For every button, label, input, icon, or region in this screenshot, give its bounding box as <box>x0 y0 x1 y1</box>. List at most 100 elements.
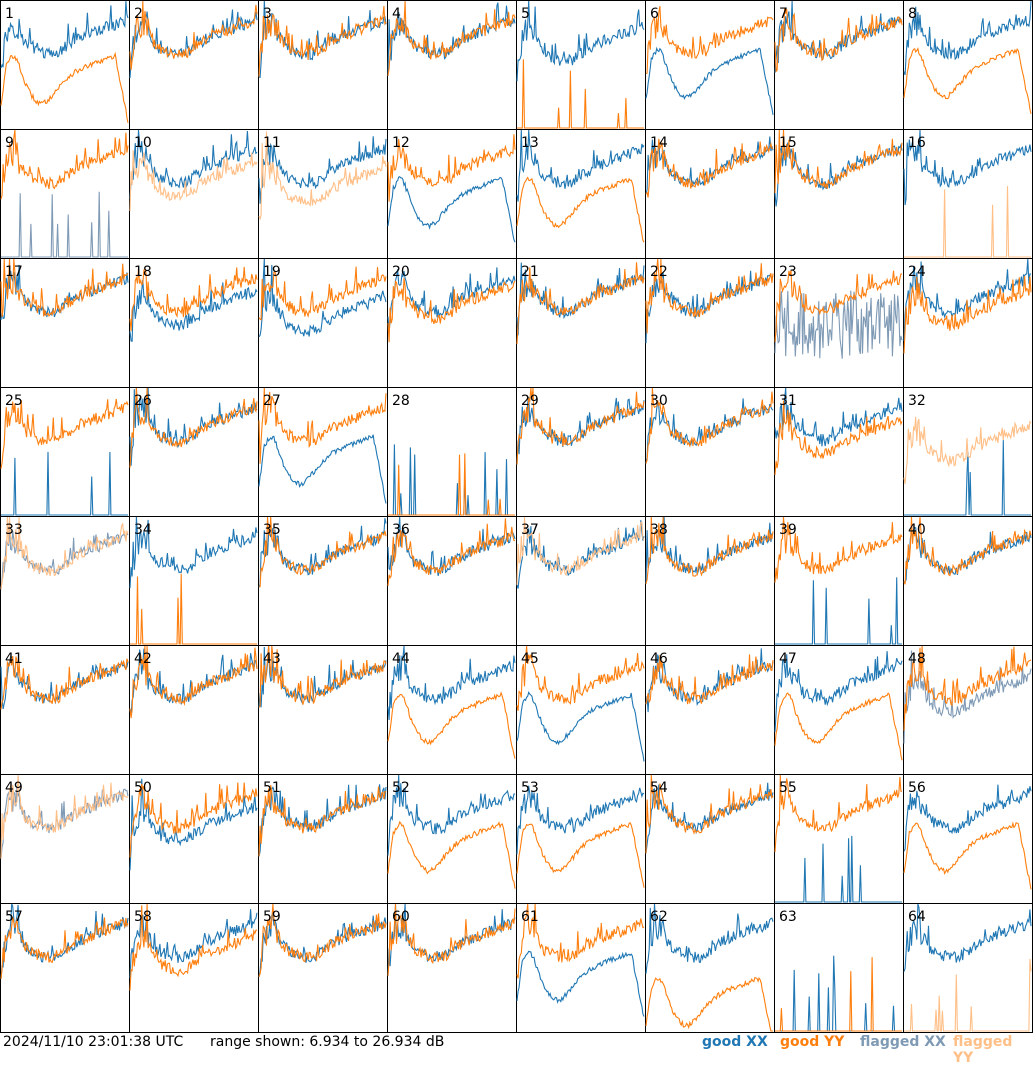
panel-48: 48 <box>903 645 1033 775</box>
panel-56: 56 <box>903 774 1033 904</box>
series-yy-30 <box>645 387 774 464</box>
panel-20: 20 <box>387 258 517 388</box>
series-yy-9 <box>0 129 129 200</box>
panel-61: 61 <box>516 903 646 1033</box>
panel-44: 44 <box>387 645 517 775</box>
series-yy-18 <box>129 266 258 332</box>
series-yy-56 <box>903 821 1032 890</box>
series-yy-28 <box>388 453 515 516</box>
panel-label: 10 <box>134 135 152 151</box>
panel-41: 41 <box>0 645 130 775</box>
series-yy-31 <box>774 400 903 476</box>
series-yy-11 <box>258 131 387 221</box>
panel-26: 26 <box>129 387 259 517</box>
series-xx-20 <box>387 267 516 334</box>
panel-label: 49 <box>5 780 23 796</box>
panel-label: 52 <box>392 780 410 796</box>
panel-label: 6 <box>650 6 659 22</box>
series-xx-61 <box>516 950 645 1017</box>
panel-54: 54 <box>645 774 775 904</box>
panel-63: 63 <box>774 903 904 1033</box>
series-xx-9 <box>1 191 128 258</box>
series-yy-19 <box>258 266 387 321</box>
panel-38: 38 <box>645 516 775 646</box>
series-xx-58 <box>129 909 258 979</box>
panel-label: 31 <box>779 393 797 409</box>
panel-label: 18 <box>134 264 152 280</box>
series-yy-13 <box>516 176 645 243</box>
panel-label: 23 <box>779 264 797 280</box>
series-yy-7 <box>774 8 903 73</box>
panel-14: 14 <box>645 129 775 259</box>
series-xx-34 <box>129 516 258 589</box>
series-yy-51 <box>258 785 387 857</box>
panel-34: 34 <box>129 516 259 646</box>
panel-label: 8 <box>908 6 917 22</box>
series-yy-3 <box>258 6 387 77</box>
panel-label: 41 <box>5 651 23 667</box>
series-yy-12 <box>387 134 516 202</box>
series-xx-8 <box>903 0 1032 76</box>
series-xx-5 <box>516 0 645 82</box>
panel-23: 23 <box>774 258 904 388</box>
series-xx-56 <box>903 784 1032 852</box>
series-xx-25 <box>1 451 128 516</box>
panel-64: 64 <box>903 903 1033 1033</box>
series-yy-33 <box>0 516 129 590</box>
panel-border <box>903 0 1033 130</box>
panel-label: 11 <box>263 135 281 151</box>
series-yy-2 <box>129 0 258 71</box>
panel-21: 21 <box>516 258 646 388</box>
series-yy-45 <box>516 645 645 712</box>
panel-border <box>258 0 388 130</box>
panel-label: 36 <box>392 522 410 538</box>
panel-22: 22 <box>645 258 775 388</box>
series-xx-62 <box>645 903 774 974</box>
panel-label: 48 <box>908 651 926 667</box>
series-xx-11 <box>258 136 387 204</box>
series-xx-36 <box>387 516 516 576</box>
panel-label: 54 <box>650 780 668 796</box>
panel-4: 4 <box>387 0 517 130</box>
series-xx-41 <box>0 656 129 710</box>
series-xx-48 <box>903 650 1032 744</box>
panel-label: 40 <box>908 522 926 538</box>
panel-label: 37 <box>521 522 539 538</box>
panel-7: 7 <box>774 0 904 130</box>
series-xx-27 <box>258 434 387 504</box>
series-yy-35 <box>258 516 387 588</box>
series-yy-36 <box>387 518 516 586</box>
series-xx-47 <box>774 651 903 732</box>
series-yy-40 <box>903 516 1032 585</box>
panel-border <box>387 0 517 130</box>
series-xx-44 <box>387 645 516 721</box>
series-xx-12 <box>387 176 516 243</box>
series-yy-17 <box>0 258 129 318</box>
series-xx-31 <box>774 387 903 447</box>
panel-16: 16 <box>903 129 1033 259</box>
series-yy-22 <box>645 258 774 334</box>
series-xx-32 <box>904 440 1031 516</box>
series-yy-21 <box>516 262 645 345</box>
series-yy-15 <box>774 129 903 193</box>
series-xx-18 <box>129 279 258 343</box>
series-xx-45 <box>516 691 645 762</box>
panel-label: 38 <box>650 522 668 538</box>
series-xx-42 <box>129 648 258 716</box>
panel-label: 15 <box>779 135 797 151</box>
series-xx-50 <box>129 778 258 871</box>
panel-label: 2 <box>134 6 143 22</box>
panel-label: 20 <box>392 264 410 280</box>
series-xx-10 <box>129 129 258 199</box>
series-yy-49 <box>0 774 129 859</box>
panel-42: 42 <box>129 645 259 775</box>
panel-label: 1 <box>5 6 14 22</box>
series-yy-50 <box>129 782 258 858</box>
series-yy-48 <box>903 645 1032 731</box>
panel-62: 62 <box>645 903 775 1033</box>
series-yy-59 <box>258 903 387 977</box>
series-yy-8 <box>903 47 1032 114</box>
legend-flagged-yy: flagged YY <box>953 1034 1013 1066</box>
panel-36: 36 <box>387 516 517 646</box>
series-yy-61 <box>516 903 645 979</box>
